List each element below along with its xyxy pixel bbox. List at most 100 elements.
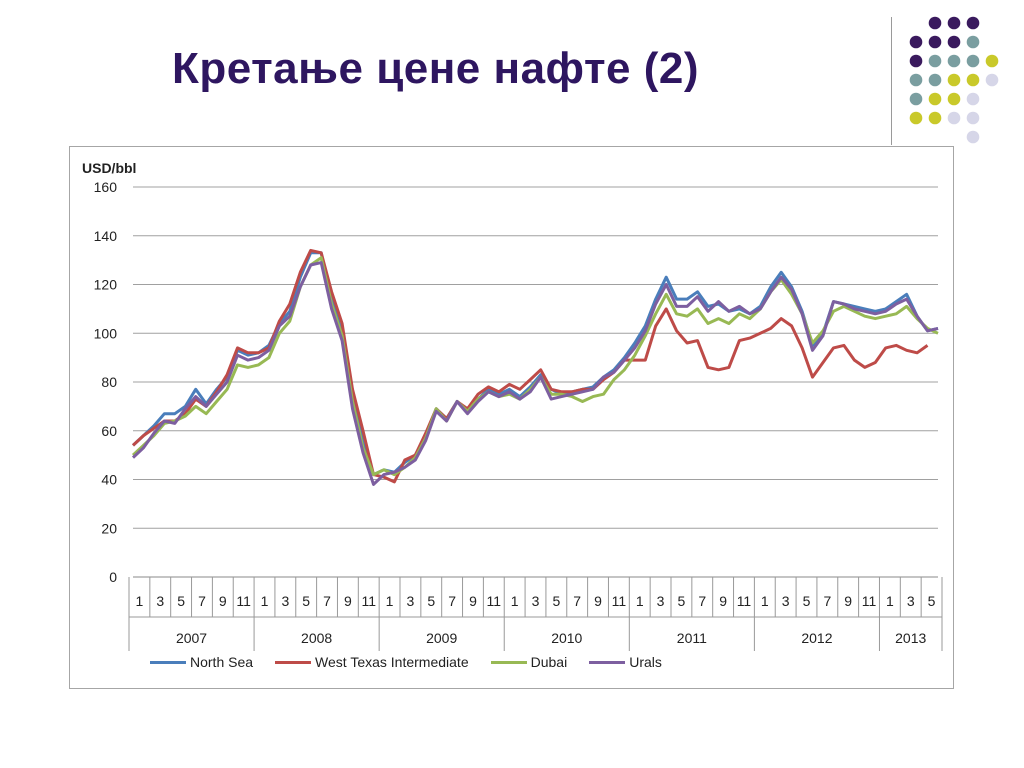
decorative-dot bbox=[909, 111, 923, 125]
decorative-dot bbox=[909, 54, 923, 68]
x-month-label: 11 bbox=[236, 593, 251, 609]
x-month-label: 9 bbox=[219, 593, 227, 609]
x-month-label: 9 bbox=[844, 593, 852, 609]
decorative-dot bbox=[928, 92, 942, 106]
legend-item-north-sea: North Sea bbox=[150, 654, 253, 670]
decorative-dot bbox=[966, 92, 980, 106]
x-month-label: 5 bbox=[302, 593, 310, 609]
x-month-label: 7 bbox=[448, 593, 456, 609]
decorative-dot bbox=[947, 16, 961, 30]
series-line-dubai bbox=[131, 256, 939, 477]
x-month-label: 3 bbox=[407, 593, 415, 609]
decorative-dot bbox=[966, 35, 980, 49]
x-month-label: 1 bbox=[386, 593, 394, 609]
y-tick-label: 0 bbox=[109, 569, 117, 585]
decorative-dot bbox=[928, 73, 942, 87]
x-month-label: 1 bbox=[511, 593, 519, 609]
series-line-west-texas-intermediate bbox=[131, 248, 929, 484]
y-tick-label: 40 bbox=[101, 472, 117, 488]
x-month-label: 1 bbox=[636, 593, 644, 609]
decorative-dot bbox=[966, 130, 980, 144]
x-month-label: 3 bbox=[156, 593, 164, 609]
decorative-dot bbox=[966, 73, 980, 87]
chart-frame: USD/bbl 0 20 40 60 80 100 120 140 160 1 3 5 7 9 11 1 3 5 7 9… bbox=[69, 146, 954, 689]
decorative-dot bbox=[947, 35, 961, 49]
decorative-dot bbox=[909, 92, 923, 106]
x-month-label: 9 bbox=[594, 593, 602, 609]
legend-label: West Texas Intermediate bbox=[315, 654, 469, 670]
x-month-label: 7 bbox=[573, 593, 581, 609]
y-tick-label: 120 bbox=[94, 277, 118, 293]
decorative-dot bbox=[947, 54, 961, 68]
decorative-dot bbox=[928, 111, 942, 125]
legend-item-dubai: Dubai bbox=[490, 654, 568, 670]
legend-item-west-texas-intermediate: West Texas Intermediate bbox=[275, 654, 469, 670]
x-month-label: 9 bbox=[469, 593, 477, 609]
decorative-dot bbox=[947, 111, 961, 125]
x-month-label: 5 bbox=[552, 593, 560, 609]
decorative-dot bbox=[985, 73, 999, 87]
x-month-label: 5 bbox=[678, 593, 686, 609]
legend-swatch bbox=[490, 660, 527, 664]
y-tick-label: 60 bbox=[101, 423, 117, 439]
legend-swatch bbox=[150, 660, 186, 664]
chart-legend: North Sea West Texas Intermediate Dubai Ura… bbox=[150, 652, 870, 672]
y-tick-label: 100 bbox=[94, 325, 118, 341]
legend-label: Urals bbox=[629, 654, 662, 670]
decorative-dot bbox=[928, 35, 942, 49]
x-month-label: 3 bbox=[907, 593, 915, 609]
x-month-label: 11 bbox=[487, 593, 502, 609]
x-year-label: 2009 bbox=[426, 630, 457, 646]
x-month-label: 7 bbox=[823, 593, 831, 609]
decorative-dot bbox=[947, 73, 961, 87]
x-month-label: 7 bbox=[323, 593, 331, 609]
x-month-label: 11 bbox=[361, 593, 376, 609]
x-month-label: 5 bbox=[928, 593, 936, 609]
legend-swatch bbox=[275, 660, 312, 664]
x-month-label: 11 bbox=[612, 593, 627, 609]
x-month-label: 1 bbox=[136, 593, 144, 609]
x-month-label: 1 bbox=[761, 593, 769, 609]
legend-label: Dubai bbox=[530, 654, 568, 670]
x-month-label: 3 bbox=[782, 593, 790, 609]
x-month-label: 3 bbox=[657, 593, 665, 609]
y-tick-label: 140 bbox=[94, 228, 118, 244]
legend-label: North Sea bbox=[190, 654, 254, 670]
y-axis-unit-label: USD/bbl bbox=[82, 160, 136, 176]
slide-title: Кретање цене нафте (2) bbox=[172, 44, 699, 93]
x-month-label: 1 bbox=[261, 593, 269, 609]
x-month-label: 11 bbox=[737, 593, 752, 609]
x-month-label: 7 bbox=[198, 593, 206, 609]
decorative-divider-line bbox=[891, 17, 892, 145]
x-month-label: 5 bbox=[177, 593, 185, 609]
x-year-label: 2007 bbox=[176, 630, 207, 646]
x-year-label: 2010 bbox=[551, 630, 582, 646]
x-month-label: 9 bbox=[344, 593, 352, 609]
legend-item-urals: Urals bbox=[589, 654, 662, 670]
x-month-label: 3 bbox=[281, 593, 289, 609]
x-month-label: 7 bbox=[698, 593, 706, 609]
y-tick-label: 160 bbox=[94, 179, 118, 195]
legend-swatch bbox=[589, 660, 626, 664]
y-tick-label: 80 bbox=[101, 374, 117, 390]
x-month-label: 9 bbox=[719, 593, 727, 609]
x-month-label: 5 bbox=[803, 593, 811, 609]
decorative-dot bbox=[909, 35, 923, 49]
x-year-label: 2012 bbox=[801, 630, 832, 646]
decorative-dot bbox=[909, 73, 923, 87]
decorative-dot bbox=[928, 16, 942, 30]
x-month-label: 3 bbox=[532, 593, 540, 609]
x-year-label: 2011 bbox=[677, 630, 707, 646]
x-year-label: 2013 bbox=[895, 630, 926, 646]
series-line-north-sea bbox=[131, 251, 939, 477]
decorative-dot bbox=[928, 54, 942, 68]
decorative-dot bbox=[947, 92, 961, 106]
x-month-label: 5 bbox=[427, 593, 435, 609]
x-axis: 1 3 5 7 9 11 1 3 5 7 9 11 1 3 5 7 9 11 1 3 5 7 9 11 1 3 5 7 9 11 1 3 5 7 9… bbox=[128, 577, 943, 651]
decorative-dot bbox=[966, 16, 980, 30]
decorative-dot bbox=[966, 54, 980, 68]
series-line-urals bbox=[131, 261, 939, 486]
decorative-dot bbox=[966, 111, 980, 125]
x-year-label: 2008 bbox=[301, 630, 332, 646]
